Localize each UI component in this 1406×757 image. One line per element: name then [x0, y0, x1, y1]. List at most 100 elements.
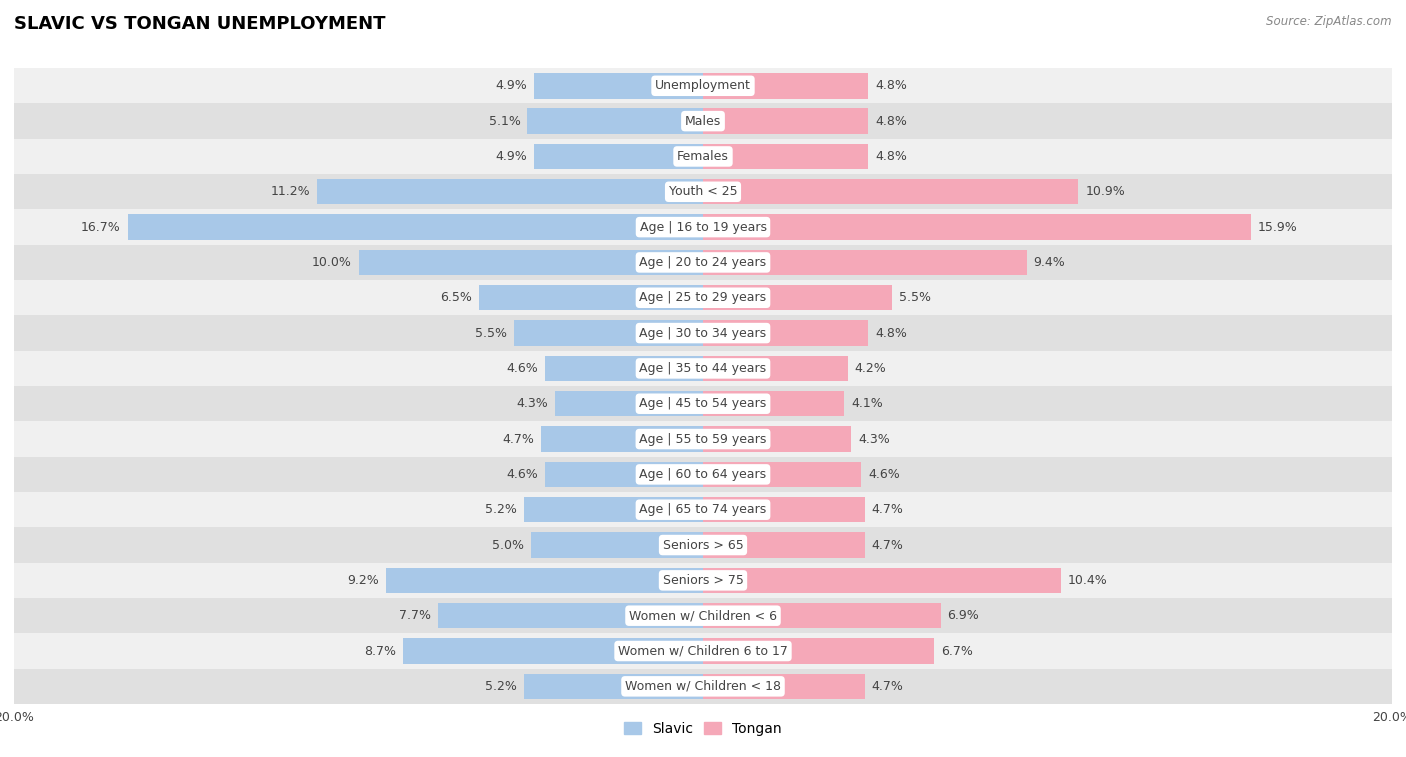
Bar: [703, 568, 1062, 593]
Text: 6.5%: 6.5%: [440, 291, 472, 304]
Bar: [703, 250, 1026, 275]
Bar: [531, 532, 703, 558]
Text: Age | 20 to 24 years: Age | 20 to 24 years: [640, 256, 766, 269]
Bar: [359, 250, 703, 275]
Text: 4.2%: 4.2%: [855, 362, 886, 375]
Text: 5.1%: 5.1%: [488, 114, 520, 128]
Text: 4.8%: 4.8%: [875, 150, 907, 163]
Bar: [703, 462, 862, 487]
Bar: [14, 68, 1392, 104]
Text: 4.8%: 4.8%: [875, 114, 907, 128]
Bar: [14, 634, 1392, 668]
Text: Women w/ Children < 18: Women w/ Children < 18: [626, 680, 780, 693]
Bar: [555, 391, 703, 416]
Bar: [14, 562, 1392, 598]
Text: 11.2%: 11.2%: [271, 185, 311, 198]
Text: 4.7%: 4.7%: [872, 503, 904, 516]
Bar: [703, 638, 934, 664]
Text: Males: Males: [685, 114, 721, 128]
Text: 6.9%: 6.9%: [948, 609, 980, 622]
Text: 4.9%: 4.9%: [495, 79, 527, 92]
Text: SLAVIC VS TONGAN UNEMPLOYMENT: SLAVIC VS TONGAN UNEMPLOYMENT: [14, 15, 385, 33]
Bar: [703, 144, 869, 169]
Bar: [14, 280, 1392, 316]
Bar: [14, 174, 1392, 210]
Bar: [437, 603, 703, 628]
Legend: Slavic, Tongan: Slavic, Tongan: [619, 716, 787, 742]
Bar: [524, 497, 703, 522]
Text: 4.9%: 4.9%: [495, 150, 527, 163]
Text: 4.7%: 4.7%: [502, 432, 534, 446]
Text: Age | 25 to 29 years: Age | 25 to 29 years: [640, 291, 766, 304]
Text: 4.7%: 4.7%: [872, 680, 904, 693]
Text: 9.2%: 9.2%: [347, 574, 380, 587]
Bar: [318, 179, 703, 204]
Text: 4.7%: 4.7%: [872, 538, 904, 552]
Text: Source: ZipAtlas.com: Source: ZipAtlas.com: [1267, 15, 1392, 28]
Text: 5.5%: 5.5%: [900, 291, 931, 304]
Bar: [387, 568, 703, 593]
Bar: [404, 638, 703, 664]
Text: 4.3%: 4.3%: [516, 397, 548, 410]
Text: Females: Females: [678, 150, 728, 163]
Bar: [541, 426, 703, 452]
Text: 10.9%: 10.9%: [1085, 185, 1125, 198]
Bar: [14, 528, 1392, 562]
Text: 7.7%: 7.7%: [399, 609, 430, 622]
Text: Women w/ Children < 6: Women w/ Children < 6: [628, 609, 778, 622]
Bar: [524, 674, 703, 699]
Bar: [703, 426, 851, 452]
Text: 10.4%: 10.4%: [1069, 574, 1108, 587]
Text: 8.7%: 8.7%: [364, 644, 396, 658]
Bar: [544, 356, 703, 381]
Text: 5.5%: 5.5%: [475, 326, 506, 340]
Bar: [703, 73, 869, 98]
Text: Age | 35 to 44 years: Age | 35 to 44 years: [640, 362, 766, 375]
Bar: [703, 603, 941, 628]
Bar: [14, 350, 1392, 386]
Bar: [703, 356, 848, 381]
Bar: [479, 285, 703, 310]
Bar: [703, 674, 865, 699]
Text: 4.6%: 4.6%: [506, 468, 537, 481]
Bar: [14, 456, 1392, 492]
Bar: [703, 179, 1078, 204]
Bar: [534, 73, 703, 98]
Text: Age | 60 to 64 years: Age | 60 to 64 years: [640, 468, 766, 481]
Bar: [14, 139, 1392, 174]
Text: Age | 55 to 59 years: Age | 55 to 59 years: [640, 432, 766, 446]
Text: 4.1%: 4.1%: [851, 397, 883, 410]
Text: Age | 30 to 34 years: Age | 30 to 34 years: [640, 326, 766, 340]
Bar: [527, 108, 703, 134]
Bar: [14, 422, 1392, 456]
Bar: [703, 214, 1251, 240]
Text: Women w/ Children 6 to 17: Women w/ Children 6 to 17: [619, 644, 787, 658]
Text: 4.8%: 4.8%: [875, 79, 907, 92]
Bar: [703, 108, 869, 134]
Text: 15.9%: 15.9%: [1257, 220, 1298, 234]
Bar: [534, 144, 703, 169]
Text: 4.6%: 4.6%: [869, 468, 900, 481]
Text: 4.8%: 4.8%: [875, 326, 907, 340]
Text: Unemployment: Unemployment: [655, 79, 751, 92]
Bar: [703, 532, 865, 558]
Bar: [513, 320, 703, 346]
Bar: [703, 285, 893, 310]
Bar: [14, 598, 1392, 634]
Text: 5.0%: 5.0%: [492, 538, 524, 552]
Text: Youth < 25: Youth < 25: [669, 185, 737, 198]
Text: Age | 45 to 54 years: Age | 45 to 54 years: [640, 397, 766, 410]
Bar: [703, 497, 865, 522]
Text: 5.2%: 5.2%: [485, 503, 517, 516]
Bar: [14, 386, 1392, 422]
Text: 6.7%: 6.7%: [941, 644, 973, 658]
Bar: [14, 492, 1392, 528]
Text: Age | 65 to 74 years: Age | 65 to 74 years: [640, 503, 766, 516]
Text: Seniors > 75: Seniors > 75: [662, 574, 744, 587]
Bar: [703, 320, 869, 346]
Text: 10.0%: 10.0%: [312, 256, 352, 269]
Text: 4.3%: 4.3%: [858, 432, 890, 446]
Text: 16.7%: 16.7%: [82, 220, 121, 234]
Bar: [14, 210, 1392, 245]
Bar: [703, 391, 844, 416]
